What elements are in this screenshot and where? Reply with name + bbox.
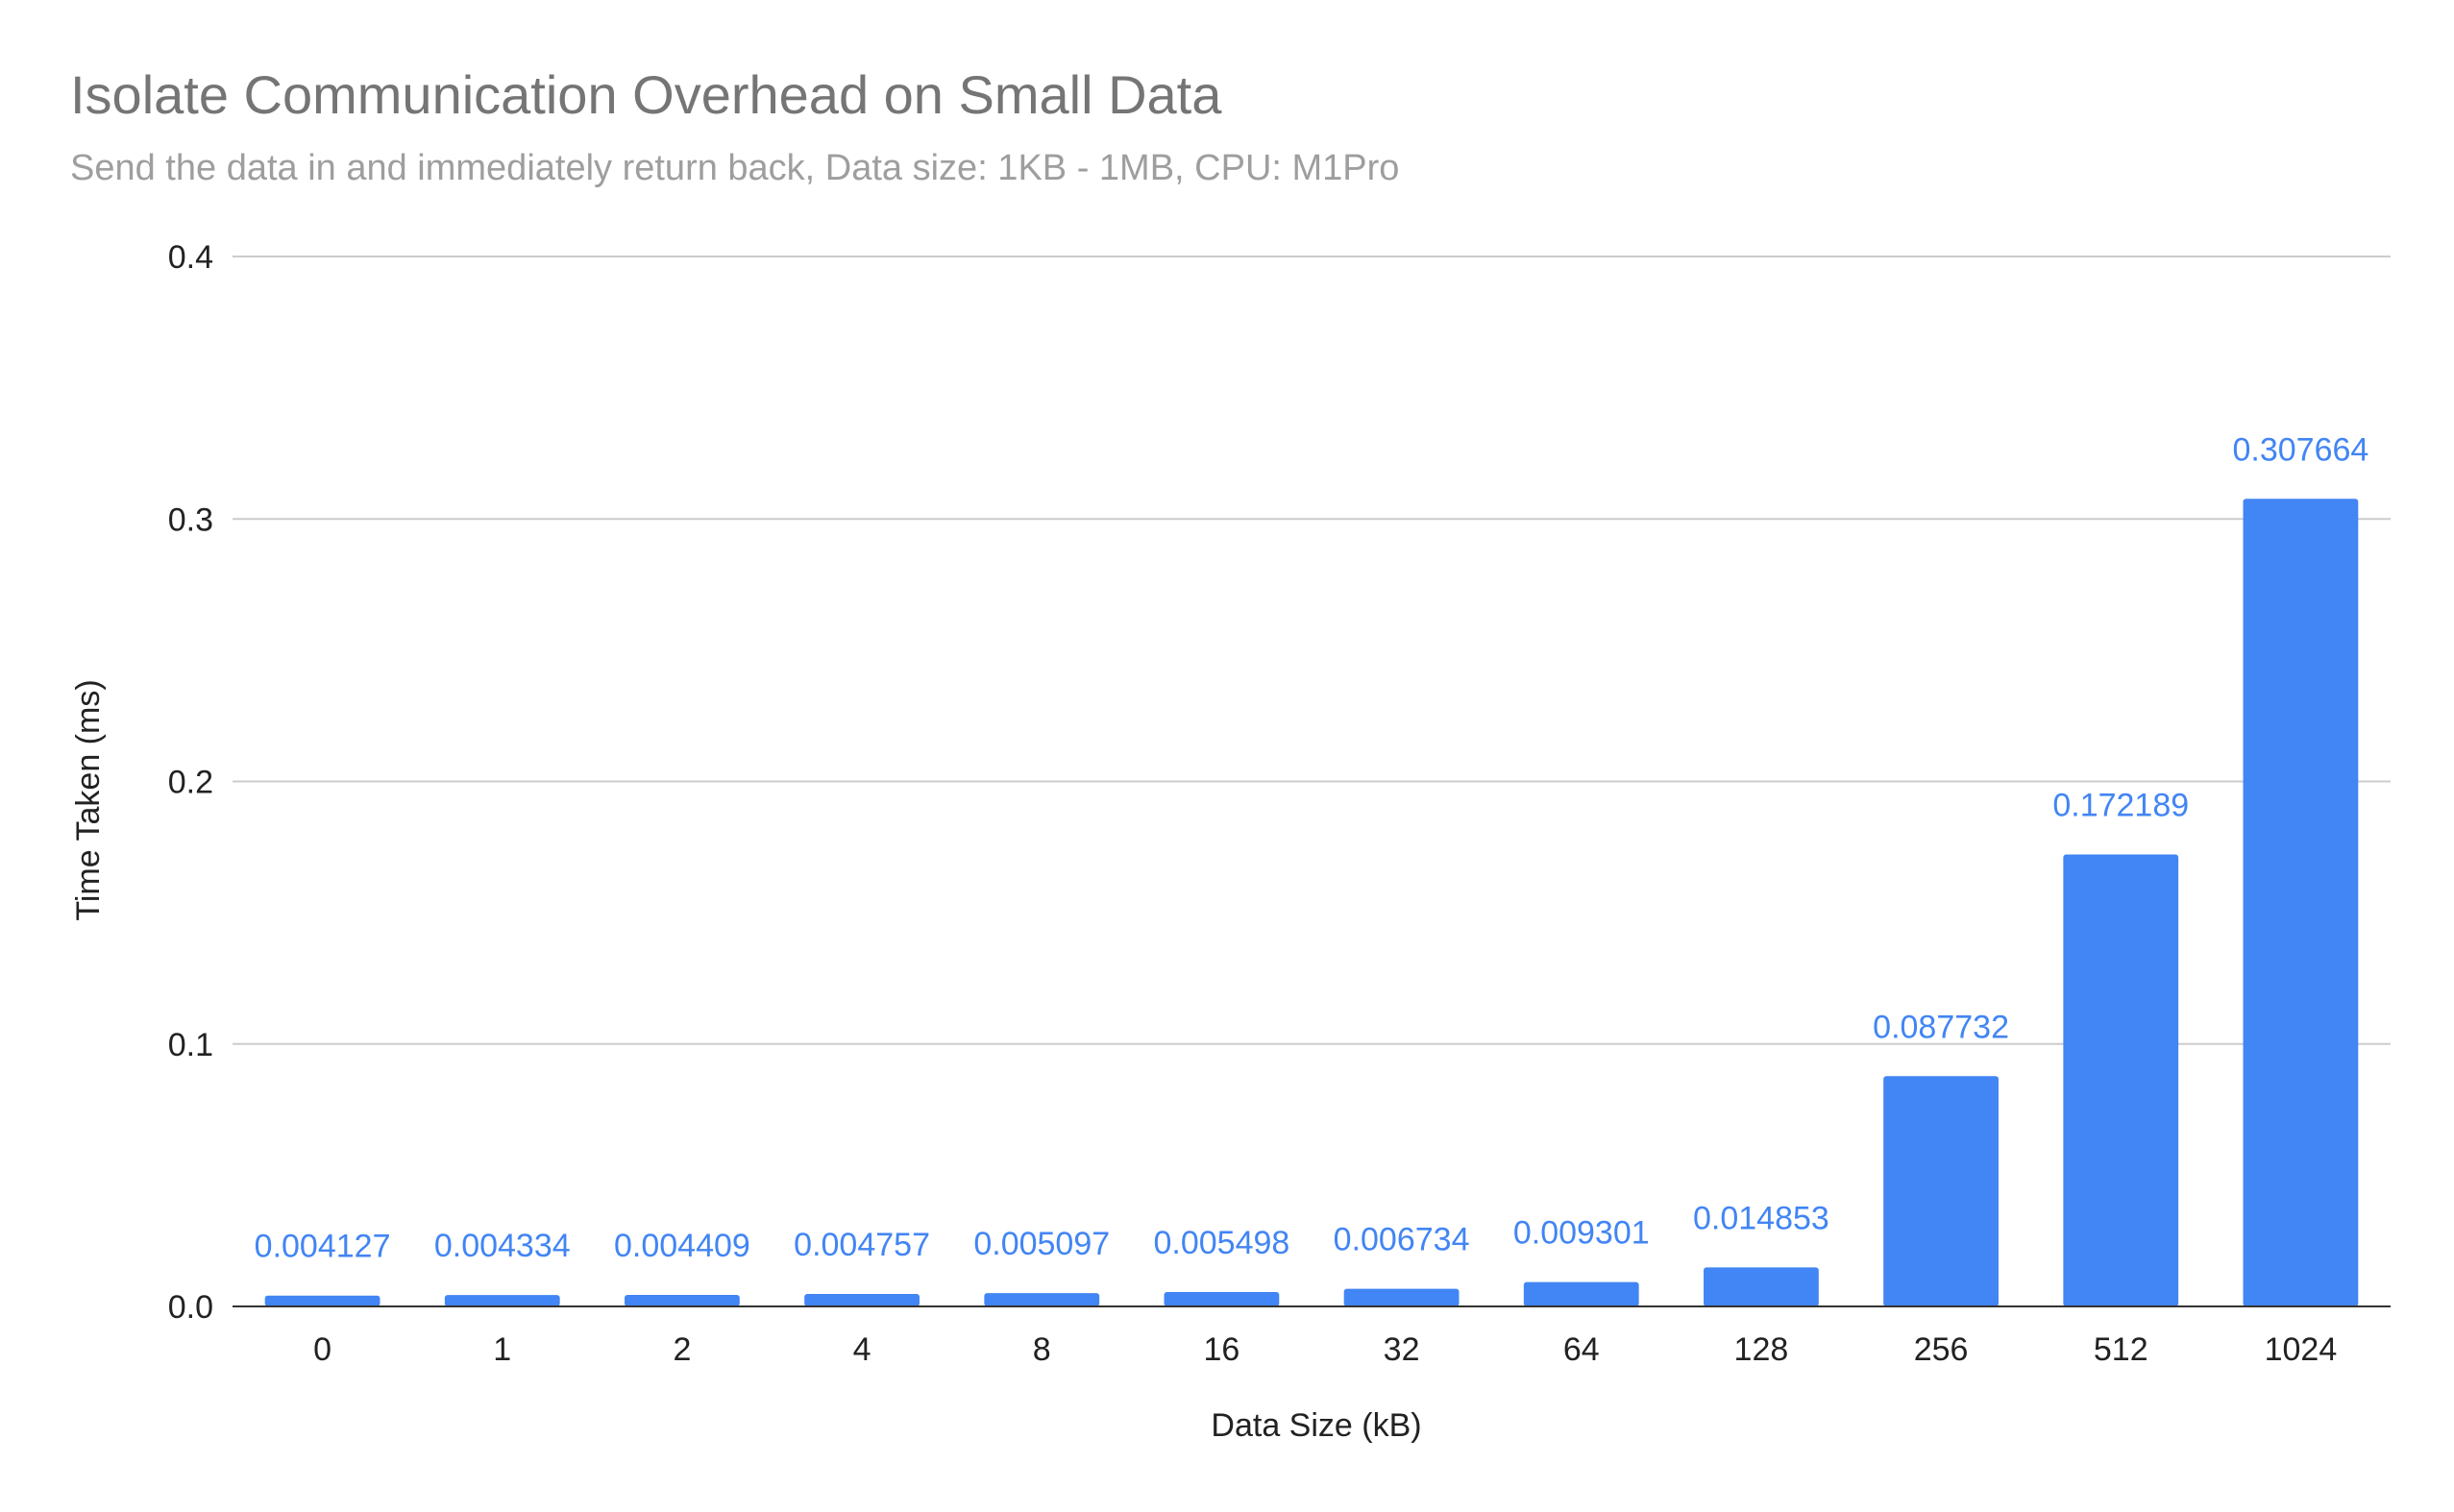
bar — [1523, 1281, 1639, 1306]
data-label: 0.004757 — [794, 1227, 930, 1263]
x-axis-title: Data Size (kB) — [1211, 1407, 1421, 1444]
data-label: 0.006734 — [1334, 1222, 1470, 1258]
x-tick-label: 128 — [1734, 1331, 1789, 1368]
bar — [2063, 854, 2179, 1306]
data-label: 0.004127 — [255, 1229, 391, 1265]
bar — [264, 1295, 380, 1306]
data-label: 0.005097 — [973, 1226, 1110, 1262]
bar — [1883, 1076, 1999, 1306]
data-label: 0.172189 — [2052, 787, 2189, 823]
x-tick-label: 256 — [1914, 1331, 1969, 1368]
x-tick-label: 4 — [853, 1331, 871, 1368]
x-tick-label: 1 — [493, 1331, 511, 1368]
bar — [1164, 1291, 1280, 1306]
bar — [804, 1294, 920, 1306]
y-tick-label: 0.0 — [168, 1289, 213, 1326]
x-tick-label: 1024 — [2265, 1331, 2338, 1368]
y-axis-title: Time Taken (ms) — [70, 679, 107, 920]
bar — [2243, 499, 2359, 1306]
x-tick-label: 32 — [1384, 1331, 1420, 1368]
x-tick-label: 2 — [673, 1331, 691, 1368]
y-tick-label: 0.1 — [168, 1027, 213, 1063]
data-label: 0.004334 — [434, 1228, 571, 1264]
x-tick-label: 0 — [313, 1331, 331, 1368]
y-tick-label: 0.2 — [168, 765, 213, 801]
x-tick-label: 64 — [1563, 1331, 1600, 1368]
data-label: 0.009301 — [1513, 1215, 1650, 1252]
gridlines — [233, 256, 2391, 1045]
bar — [984, 1293, 1100, 1306]
data-label: 0.005498 — [1154, 1225, 1290, 1261]
y-tick-label: 0.3 — [168, 501, 213, 538]
bar — [444, 1295, 560, 1306]
x-tick-label: 16 — [1204, 1331, 1240, 1368]
chart-subtitle: Send the data in and immediately return … — [70, 148, 1399, 188]
data-label: 0.004409 — [614, 1228, 750, 1264]
data-labels: 0.004127 0.004334 0.004409 0.004757 0.005097… — [255, 431, 2369, 1264]
y-axis-ticks: 0.0 0.1 0.2 0.3 0.4 — [168, 239, 213, 1326]
bar — [625, 1294, 740, 1306]
data-label: 0.014853 — [1693, 1200, 1829, 1236]
bar — [1343, 1288, 1460, 1306]
bar — [1704, 1267, 1819, 1306]
x-axis-ticks: 0 1 2 4 8 16 32 64 128 256 512 1024 — [313, 1331, 2337, 1368]
y-tick-label: 0.4 — [168, 239, 213, 276]
data-label: 0.087732 — [1873, 1009, 2009, 1045]
chart-title: Isolate Communication Overhead on Small … — [70, 64, 1222, 125]
x-tick-label: 8 — [1033, 1331, 1051, 1368]
data-label: 0.307664 — [2233, 431, 2369, 468]
x-tick-label: 512 — [2094, 1331, 2148, 1368]
bars — [264, 499, 2359, 1306]
